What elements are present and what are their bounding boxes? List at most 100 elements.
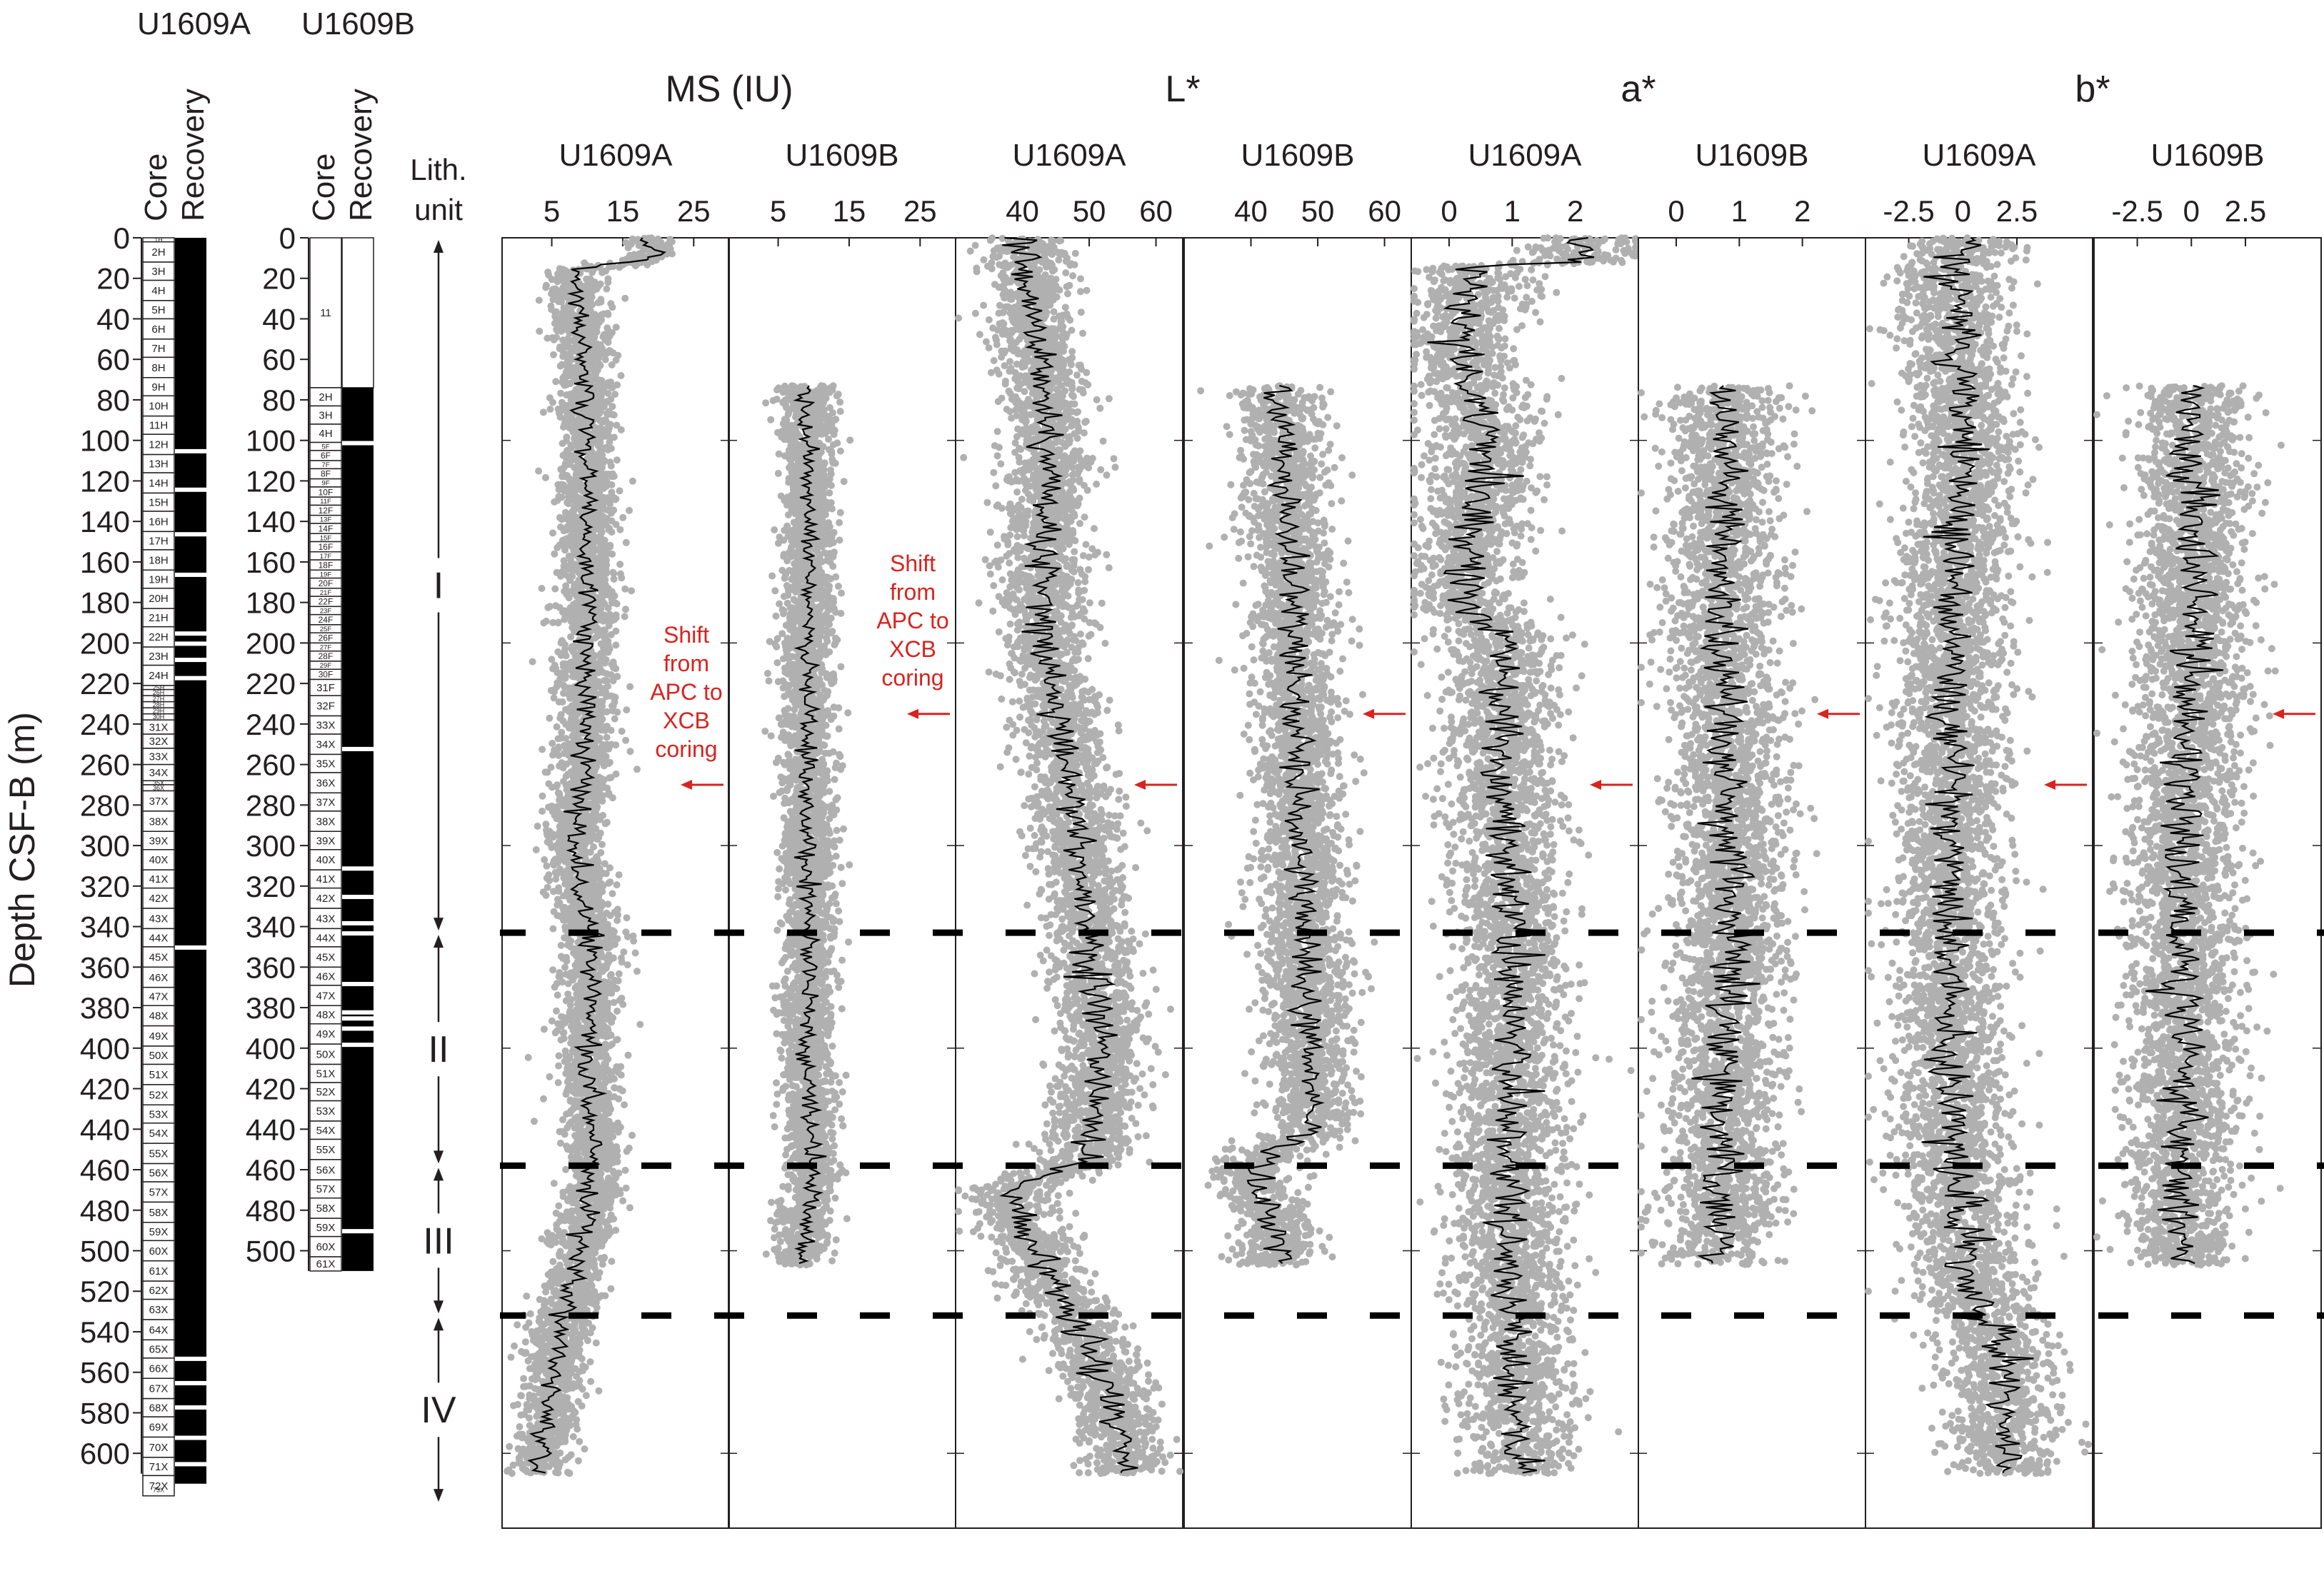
data-point (511, 1342, 518, 1350)
data-point (557, 466, 564, 473)
y-tick-label-a: 240 (80, 708, 130, 741)
data-point (525, 1357, 532, 1365)
data-point (605, 1132, 612, 1139)
data-point (566, 391, 573, 398)
data-point (551, 551, 558, 558)
data-point (549, 529, 556, 536)
data-point (553, 1221, 560, 1228)
data-point (616, 487, 623, 494)
recovery-gap (342, 895, 374, 899)
data-point (564, 472, 571, 479)
data-point (618, 728, 626, 735)
data-point (546, 394, 554, 401)
data-point (564, 1069, 571, 1076)
core-label: 37X (149, 795, 169, 808)
core-recovery-column-hole-b: 112H3H4H5F6F7F8F9F10F11F12F13F14F15F16F1… (310, 238, 374, 1271)
data-point (628, 1132, 636, 1139)
recovery-empty (342, 238, 374, 388)
recovery-gap (175, 1357, 206, 1361)
data-point (613, 1036, 620, 1043)
data-point (559, 1128, 566, 1135)
core-label: 21F (320, 589, 332, 597)
data-point (554, 569, 561, 576)
core-label: 7F (321, 461, 329, 469)
core-label: 61X (316, 1258, 336, 1270)
core-label: 68X (149, 1402, 169, 1415)
core-label: 32X (149, 736, 169, 748)
core-label: 62X (149, 1285, 169, 1297)
data-point (561, 645, 569, 652)
core-label: 59X (316, 1222, 336, 1234)
core-label: 56X (149, 1168, 169, 1180)
data-point (567, 1002, 574, 1009)
core-label: 54X (316, 1125, 336, 1137)
lith-arrow-head (434, 1168, 444, 1180)
data-point (558, 481, 565, 488)
y-tick-label-b: 360 (246, 950, 296, 984)
y-tick-label-a: 400 (80, 1032, 130, 1065)
recovery-gap (342, 747, 374, 751)
data-point (612, 694, 619, 701)
y-tick-label-a: 60 (96, 343, 130, 376)
data-point (564, 526, 571, 533)
recovery-bar (175, 238, 206, 1484)
core-label: 70X (149, 1442, 169, 1454)
data-point (536, 1296, 544, 1303)
lith-unit-label: IV (421, 1390, 456, 1431)
data-point (558, 652, 565, 659)
data-point (629, 478, 636, 485)
core-label: 40X (149, 854, 169, 866)
y-tick-label-a: 440 (80, 1113, 130, 1146)
data-point (600, 485, 607, 492)
core-label: 23H (149, 651, 169, 663)
y-tick-label-b: 220 (246, 667, 296, 701)
core-label: 47X (149, 991, 169, 1003)
core-label: 4H (151, 285, 165, 297)
data-point (563, 1243, 570, 1250)
x-tick-label: 15 (606, 194, 640, 228)
data-point (623, 1148, 631, 1155)
data-point (604, 278, 611, 286)
recovery-gap (342, 1010, 374, 1015)
data-point (546, 715, 553, 722)
y-tick-label-a: 0 (114, 221, 130, 255)
data-point (554, 723, 561, 731)
core-label: 5F (321, 443, 329, 451)
data-point (625, 1052, 632, 1059)
data-point (543, 618, 550, 625)
recovery-gap (342, 982, 374, 986)
data-point (605, 1165, 612, 1173)
lith-arrow-head (434, 240, 444, 253)
core-label: 57X (149, 1186, 169, 1198)
data-point (621, 295, 628, 302)
lith-unit-label-line2: unit (414, 193, 463, 226)
data-point (569, 1385, 576, 1392)
data-point (526, 1320, 533, 1327)
data-point (587, 1358, 594, 1365)
data-point (602, 472, 609, 479)
data-point (613, 881, 621, 888)
data-point (592, 371, 599, 378)
data-point (555, 1063, 562, 1070)
data-point (555, 1233, 562, 1240)
y-tick-label-b: 80 (262, 383, 296, 417)
y-tick-label-a: 380 (80, 991, 130, 1025)
y-tick-label-b: 60 (262, 343, 296, 376)
data-point (600, 783, 607, 791)
y-tick-label-b: 280 (246, 788, 296, 822)
core-logging-chart: Depth CSF-B (m) U1609A U1609B Core Recov… (0, 0, 2324, 1581)
data-point (540, 1095, 547, 1103)
core-label: 55X (316, 1144, 336, 1156)
data-point (570, 1433, 577, 1440)
data-point (540, 408, 547, 416)
data-point (516, 1456, 523, 1463)
core-label: 4H (319, 428, 332, 440)
data-point (597, 849, 604, 856)
recovery-gap (175, 1462, 206, 1466)
core-label: 34X (149, 767, 169, 779)
y-tick-label-a: 300 (80, 829, 130, 863)
data-point (555, 1203, 562, 1210)
recovery-gap (175, 676, 206, 681)
core-label: 23F (320, 607, 332, 615)
y-tick-label-a: 40 (96, 302, 130, 336)
